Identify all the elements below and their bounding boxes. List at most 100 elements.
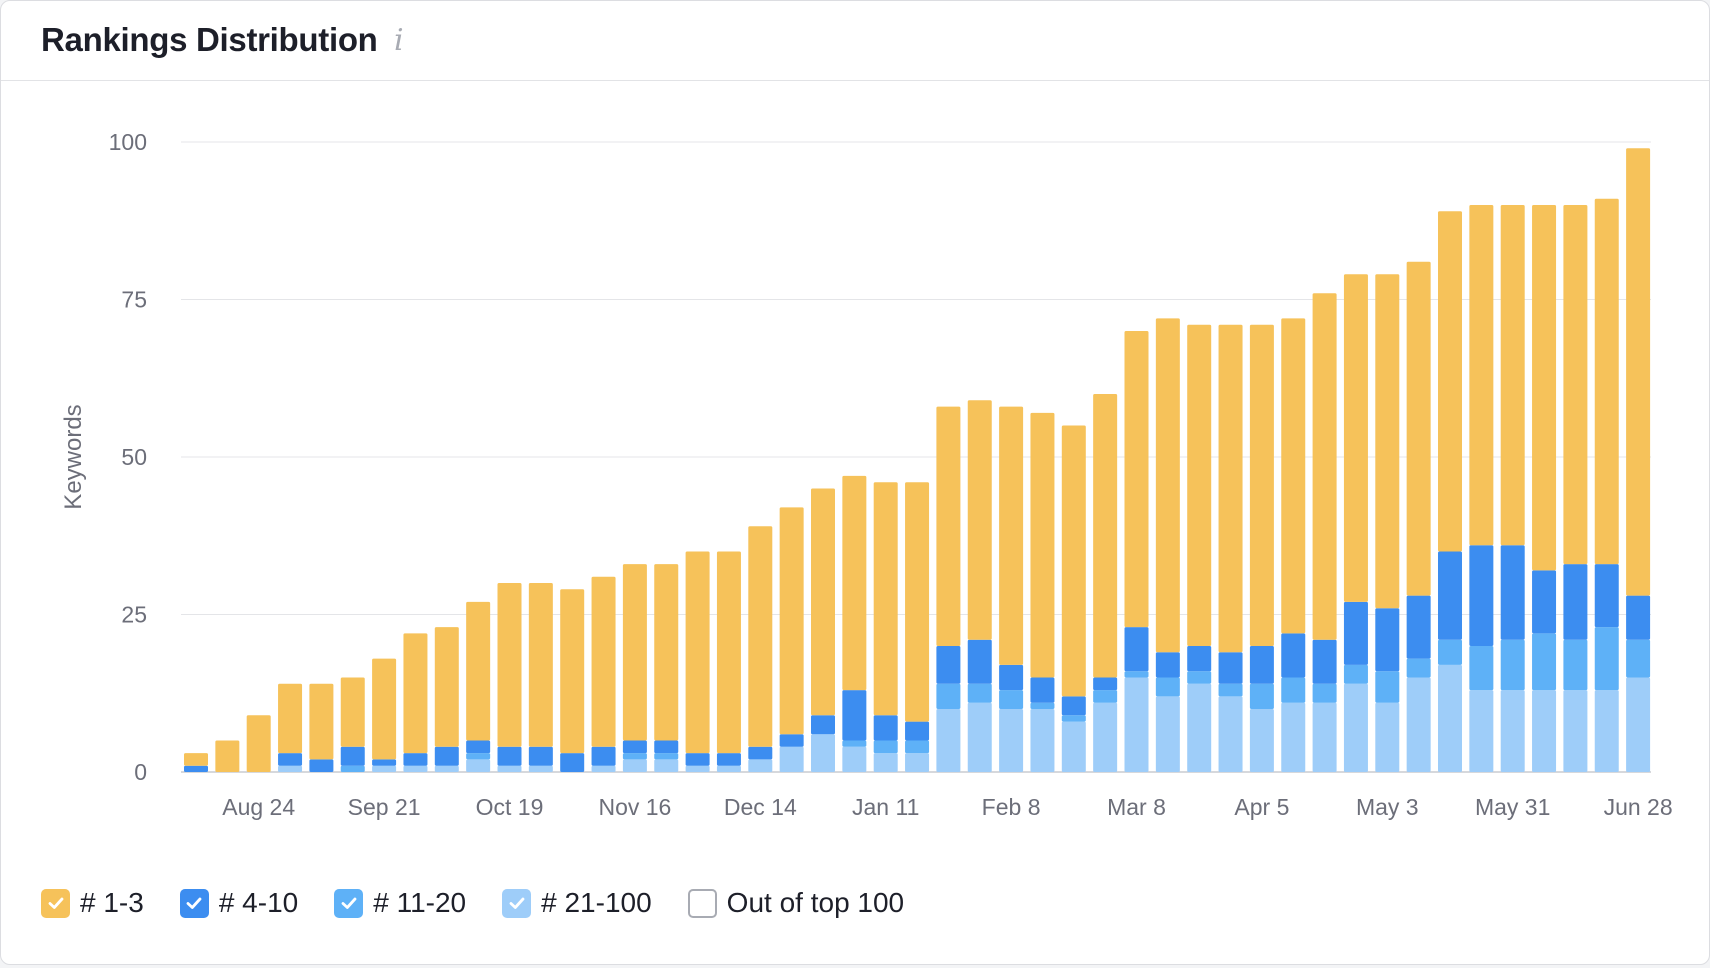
bar-segment[interactable] (497, 746, 522, 766)
bar-segment[interactable] (340, 765, 365, 772)
bar-segment[interactable] (811, 715, 835, 735)
bar-segment[interactable] (1124, 331, 1149, 628)
bar-segment[interactable] (999, 690, 1024, 709)
bar-segment[interactable] (1061, 721, 1086, 772)
bar-segment[interactable] (246, 715, 271, 772)
bar-segment[interactable] (1500, 545, 1525, 640)
bar-segment[interactable] (1469, 545, 1494, 646)
bar-segment[interactable] (1438, 664, 1462, 772)
bar-segment[interactable] (560, 589, 585, 754)
bar-segment[interactable] (1406, 261, 1431, 596)
bar-segment[interactable] (1093, 702, 1118, 772)
bar-segment[interactable] (716, 753, 741, 766)
bar-segment[interactable] (528, 583, 553, 747)
bar-segment[interactable] (1343, 683, 1368, 772)
bar-segment[interactable] (1249, 709, 1274, 772)
bar-segment[interactable] (1187, 324, 1212, 646)
bar-segment[interactable] (340, 677, 365, 747)
bar-segment[interactable] (999, 664, 1024, 691)
bar-segment[interactable] (184, 753, 208, 766)
legend-item[interactable]: # 4-10 (179, 887, 298, 919)
bar-segment[interactable] (873, 753, 898, 772)
bar-segment[interactable] (372, 765, 397, 772)
bar-segment[interactable] (716, 551, 741, 754)
bar-segment[interactable] (1312, 293, 1337, 640)
bar-segment[interactable] (1030, 677, 1055, 703)
bar-segment[interactable] (999, 709, 1024, 772)
bar-segment[interactable] (654, 753, 679, 760)
bar-segment[interactable] (905, 482, 930, 722)
bar-segment[interactable] (779, 507, 804, 735)
bar-segment[interactable] (1469, 646, 1494, 691)
bar-segment[interactable] (1218, 652, 1243, 684)
bar-segment[interactable] (936, 709, 961, 772)
bar-segment[interactable] (1500, 639, 1525, 691)
bar-segment[interactable] (1375, 274, 1400, 609)
bar-segment[interactable] (1312, 702, 1337, 772)
bar-segment[interactable] (1312, 639, 1337, 684)
bar-segment[interactable] (1281, 633, 1306, 678)
bar-segment[interactable] (1187, 671, 1212, 684)
bar-segment[interactable] (1532, 633, 1557, 691)
bar-segment[interactable] (873, 740, 898, 754)
bar-segment[interactable] (873, 482, 898, 716)
bar-segment[interactable] (1375, 702, 1400, 772)
bar-segment[interactable] (779, 734, 804, 747)
bar-segment[interactable] (1249, 646, 1274, 684)
bar-segment[interactable] (184, 765, 208, 772)
bar-segment[interactable] (1281, 702, 1306, 772)
bar-segment[interactable] (685, 753, 710, 766)
bar-segment[interactable] (1093, 677, 1118, 691)
bar-segment[interactable] (1343, 664, 1368, 684)
bar-segment[interactable] (842, 690, 867, 741)
bar-segment[interactable] (842, 740, 867, 747)
legend-item[interactable]: # 11-20 (334, 887, 466, 919)
bar-segment[interactable] (340, 746, 365, 766)
bar-segment[interactable] (1438, 211, 1462, 552)
checkbox-checked-icon[interactable] (502, 888, 532, 918)
bar-segment[interactable] (748, 526, 773, 747)
bar-segment[interactable] (779, 746, 804, 772)
bar-segment[interactable] (811, 734, 835, 772)
bar-segment[interactable] (1375, 671, 1400, 703)
bar-segment[interactable] (309, 683, 334, 760)
bar-segment[interactable] (1469, 690, 1494, 772)
bar-segment[interactable] (1532, 690, 1557, 772)
bar-segment[interactable] (434, 746, 459, 766)
bar-segment[interactable] (1500, 205, 1525, 546)
bar-segment[interactable] (434, 765, 459, 772)
bar-segment[interactable] (1218, 683, 1243, 697)
bar-segment[interactable] (1281, 677, 1306, 703)
bar-segment[interactable] (1500, 690, 1525, 772)
bar-segment[interactable] (936, 406, 961, 646)
bar-segment[interactable] (1375, 608, 1400, 672)
bar-segment[interactable] (278, 753, 303, 766)
bar-segment[interactable] (1249, 324, 1274, 646)
bar-segment[interactable] (622, 564, 647, 741)
bar-segment[interactable] (1406, 677, 1431, 773)
bar-segment[interactable] (842, 475, 867, 691)
legend-item[interactable]: Out of top 100 (687, 887, 904, 919)
bar-segment[interactable] (1626, 148, 1651, 596)
bar-segment[interactable] (466, 753, 491, 760)
bar-segment[interactable] (403, 765, 428, 772)
bar-segment[interactable] (215, 740, 240, 773)
bar-segment[interactable] (591, 576, 616, 747)
bar-segment[interactable] (811, 488, 835, 716)
bar-segment[interactable] (905, 721, 930, 741)
bar-segment[interactable] (403, 753, 428, 766)
checkbox-checked-icon[interactable] (179, 888, 209, 918)
bar-segment[interactable] (1030, 702, 1055, 709)
checkbox-checked-icon[interactable] (334, 888, 364, 918)
bar-segment[interactable] (278, 683, 303, 754)
bar-segment[interactable] (967, 683, 992, 703)
bar-segment[interactable] (716, 765, 741, 772)
bar-segment[interactable] (1626, 639, 1651, 678)
bar-segment[interactable] (1563, 205, 1588, 565)
bar-segment[interactable] (999, 406, 1024, 665)
bar-segment[interactable] (1438, 551, 1462, 640)
bar-segment[interactable] (654, 564, 679, 741)
bar-segment[interactable] (622, 753, 647, 760)
bar-segment[interactable] (1406, 658, 1431, 678)
bar-segment[interactable] (560, 753, 585, 772)
